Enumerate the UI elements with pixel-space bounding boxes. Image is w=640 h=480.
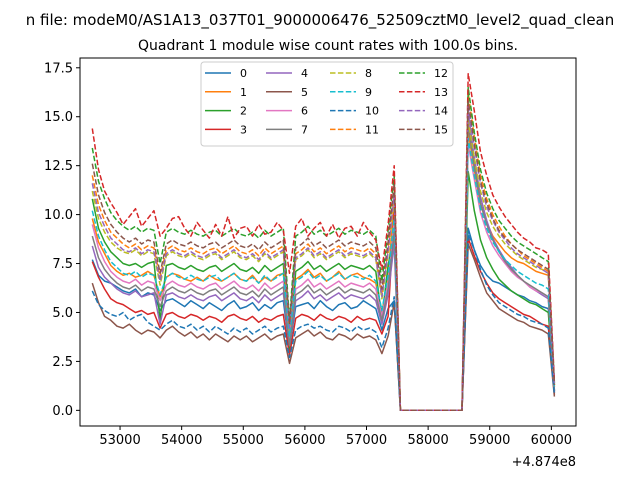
series-line-13: [91, 72, 556, 412]
y-tick-label: 12.5: [44, 159, 73, 174]
y-tick-label: 15.0: [44, 110, 73, 125]
series-line-6: [91, 143, 556, 412]
x-tick-label: 56000: [284, 433, 325, 448]
series-line-5: [91, 243, 556, 412]
series-line-12: [91, 86, 556, 412]
x-tick-label: 54000: [161, 433, 202, 448]
legend-box: [200, 61, 454, 147]
x-offset-label: +4.874e8: [512, 455, 576, 470]
series-line-9: [91, 137, 556, 412]
series-line-11: [91, 92, 556, 412]
legend-label-8: 8: [365, 67, 372, 80]
legend-label-13: 13: [434, 86, 448, 99]
x-tick-label: 59000: [469, 433, 510, 448]
legend-label-7: 7: [301, 123, 308, 136]
legend-label-4: 4: [301, 67, 308, 80]
x-tick-label: 55000: [223, 433, 264, 448]
series-line-14: [91, 104, 556, 412]
x-tick-label: 58000: [407, 433, 448, 448]
y-tick-label: 5.0: [52, 306, 73, 321]
y-tick-label: 10.0: [44, 208, 73, 223]
legend-label-12: 12: [434, 67, 448, 80]
legend-label-1: 1: [240, 86, 247, 99]
y-tick-label: 7.5: [52, 257, 73, 272]
legend-label-6: 6: [301, 105, 308, 118]
chart-title: Quadrant 1 module wise count rates with …: [138, 38, 518, 54]
series-layer: [91, 72, 556, 412]
legend-label-9: 9: [365, 86, 372, 99]
y-tick-label: 0.0: [52, 404, 73, 419]
x-tick-label: 60000: [531, 433, 572, 448]
legend-label-10: 10: [365, 105, 379, 118]
legend-label-3: 3: [240, 123, 247, 136]
series-line-7: [91, 123, 556, 412]
y-tick-label: 17.5: [44, 61, 73, 76]
series-line-15: [91, 100, 556, 412]
legend-label-11: 11: [365, 123, 379, 136]
axes-frame: [79, 57, 577, 427]
x-tick-label: 57000: [346, 433, 387, 448]
legend-label-2: 2: [240, 105, 247, 118]
x-axis: 53000 54000 55000 56000 57000 58000 59000 60000: [99, 426, 572, 448]
legend-label-5: 5: [301, 86, 308, 99]
x-tick-label: 53000: [99, 433, 140, 448]
series-line-3: [91, 211, 556, 412]
legend-label-0: 0: [240, 67, 247, 80]
legend-label-14: 14: [434, 105, 448, 118]
y-axis: 0.0 2.5 5.0 7.5 10.0 12.5 15.0 17.5: [44, 61, 80, 419]
y-tick-label: 2.5: [52, 355, 73, 370]
legend-label-15: 15: [434, 123, 448, 136]
figure-suptitle: n file: modeM0/AS1A13_037T01_9000006476_…: [26, 11, 615, 30]
series-line-8: [91, 119, 556, 412]
series-line-10: [91, 233, 556, 412]
series-line-2: [91, 170, 556, 412]
